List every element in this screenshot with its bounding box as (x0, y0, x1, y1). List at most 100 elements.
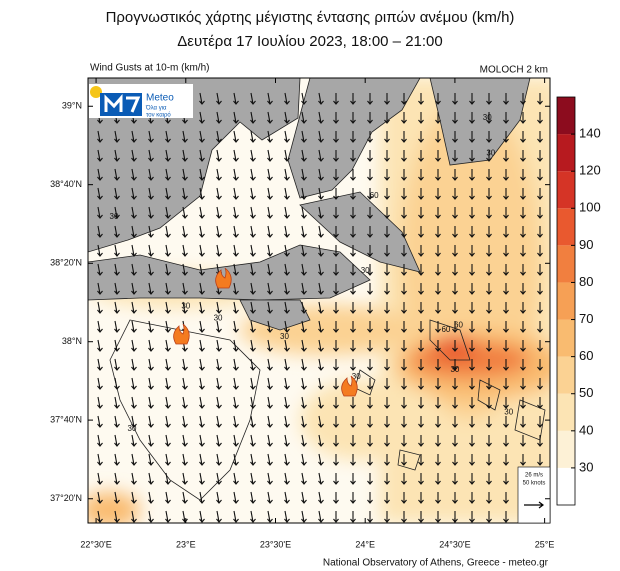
logo: Meteo Όλα για τον καιρό (89, 84, 193, 119)
wind-arrow (401, 207, 407, 219)
wind-arrow (469, 150, 475, 162)
wind-arrow (250, 168, 256, 181)
wind-arrow (97, 339, 103, 352)
wind-arrow (384, 359, 390, 371)
wind-arrow (233, 225, 239, 238)
wind-arrow (165, 358, 171, 371)
wind-arrow (267, 111, 273, 124)
contour-label: 30 (110, 212, 119, 221)
wind-arrow (301, 187, 307, 200)
wind-arrow (114, 187, 120, 200)
wind-arrow (97, 415, 103, 428)
wind-arrow (284, 225, 290, 238)
wind-arrow (520, 226, 526, 238)
wind-arrow (182, 472, 188, 485)
wind-arrow (384, 416, 390, 428)
wind-arrow (250, 358, 256, 371)
wind-arrow (250, 415, 256, 428)
wind-arrow (318, 510, 324, 523)
wind-arrow (318, 453, 324, 466)
wind-arrow (435, 473, 441, 485)
wind-arrow (318, 415, 324, 428)
wind-arrow (469, 492, 475, 504)
wind-arrow (114, 434, 120, 447)
wind-arrow (148, 168, 154, 181)
wind-arrow (367, 93, 373, 105)
wind-arrow (318, 244, 324, 257)
wind-arrow (97, 149, 103, 162)
wind-arrow (401, 359, 407, 371)
wind-arrow (418, 150, 424, 162)
wind-arrow (503, 359, 509, 371)
colorbar-tick-label: 100 (579, 200, 601, 215)
wind-arrow (216, 453, 222, 466)
wind-arrow (452, 378, 458, 390)
wind-arrow (267, 301, 273, 314)
wind-arrow (520, 359, 526, 371)
wind-arrow (384, 283, 390, 295)
wind-arrow (469, 378, 475, 390)
wind-arrow (148, 472, 154, 485)
title: Προγνωστικός χάρτης μέγιστης έντασης ριπ… (106, 9, 515, 26)
wind-arrow (333, 207, 339, 219)
wind-arrow (284, 111, 290, 124)
wind-arrow (216, 187, 222, 200)
colorbar-segment (557, 282, 575, 320)
wind-arrow (165, 130, 171, 143)
wind-arrow (452, 416, 458, 428)
wind-arrow (148, 263, 154, 276)
wind-arrow (367, 188, 373, 200)
wind-arrow (469, 226, 475, 238)
wind-arrow (148, 187, 154, 200)
wind-arrow (435, 359, 441, 371)
wind-arrow (435, 245, 441, 257)
wind-arrow (114, 206, 120, 219)
wind-arrow (165, 472, 171, 485)
wind-arrow (503, 454, 509, 466)
wind-arrow (469, 245, 475, 257)
wind-arrow (384, 150, 390, 162)
wind-arrow (350, 397, 356, 409)
wind-arrow (267, 225, 273, 238)
wind-arrow (435, 150, 441, 162)
lat-tick-label: 37°20'N (50, 493, 82, 503)
wind-arrow (503, 226, 509, 238)
arrow-legend-label: 50 knots (523, 481, 546, 487)
wind-arrow (520, 435, 526, 447)
wind-arrow (267, 339, 273, 352)
wind-arrow (131, 168, 137, 181)
wind-arrow (233, 263, 239, 276)
wind-arrow (284, 149, 290, 162)
wind-arrow (401, 150, 407, 162)
wind-arrow (216, 415, 222, 428)
wind-arrow (469, 397, 475, 409)
wind-arrow (301, 320, 307, 333)
wind-arrow (250, 263, 256, 276)
wind-arrow (537, 150, 543, 162)
wind-arrow (520, 207, 526, 219)
wind-arrow (165, 225, 171, 238)
wind-arrow (350, 302, 356, 314)
wind-arrow (131, 282, 137, 295)
wind-arrow (486, 416, 492, 428)
wind-arrow (131, 358, 137, 371)
wind-arrow (537, 169, 543, 181)
wind-arrow (418, 378, 424, 390)
wind-arrow (452, 207, 458, 219)
wind-arrow (165, 434, 171, 447)
wind-arrow (418, 435, 424, 447)
wind-arrow (148, 434, 154, 447)
wind-arrow (333, 435, 339, 447)
wind-arrow (250, 434, 256, 447)
wind-arrow (520, 93, 526, 105)
wind-arrow (199, 472, 205, 485)
wind-arrow (301, 453, 307, 466)
wind-arrow (452, 302, 458, 314)
wind-arrow (452, 226, 458, 238)
wind-arrow (384, 188, 390, 200)
wind-arrow (418, 93, 424, 105)
wind-arrow (267, 244, 273, 257)
wind-arrow (114, 491, 120, 504)
wind-arrow (97, 434, 103, 447)
wind-arrow (165, 320, 171, 333)
